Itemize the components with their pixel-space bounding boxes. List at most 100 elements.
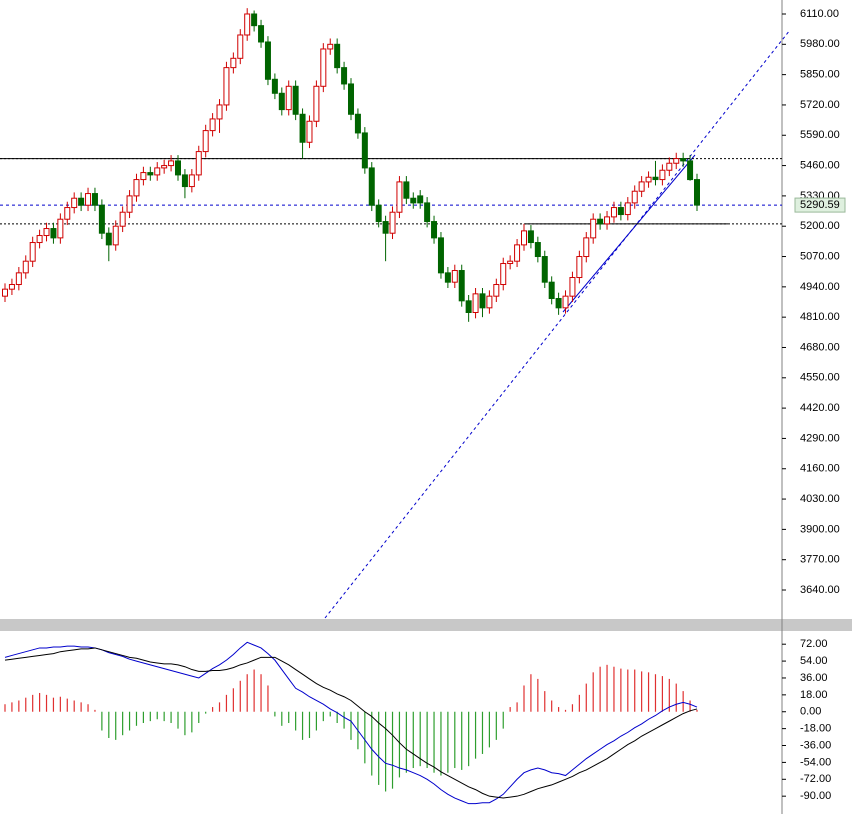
candle-body <box>389 211 396 234</box>
candle-body <box>327 43 334 50</box>
candle-body <box>341 67 348 85</box>
candle-body <box>8 284 15 290</box>
y-tick-label: 4810.00 <box>800 311 840 323</box>
y-tick-label: 54.00 <box>800 655 828 667</box>
candle-body <box>472 293 479 313</box>
candle-body <box>382 221 389 234</box>
candle-body <box>237 34 244 59</box>
candle-body <box>458 270 465 302</box>
candle-body <box>85 193 92 206</box>
candle-body <box>313 85 320 122</box>
candle-body <box>57 218 64 239</box>
candle-body <box>91 193 98 206</box>
candle-body <box>410 197 417 204</box>
y-tick-label: 3900.00 <box>800 523 840 535</box>
candle-body <box>43 228 50 237</box>
candle-body <box>534 242 541 258</box>
candle-body <box>354 113 361 134</box>
y-tick-label: 72.00 <box>800 638 828 650</box>
y-tick-label: -54.00 <box>800 756 831 768</box>
candle-body <box>258 25 265 43</box>
y-tick-label: -90.00 <box>800 790 831 802</box>
candle-body <box>521 230 527 246</box>
y-tick-label: 3640.00 <box>800 584 840 596</box>
y-tick-label: 36.00 <box>800 672 828 684</box>
candle-body <box>424 202 431 223</box>
candle-body <box>2 288 8 297</box>
y-tick-label: 5720.00 <box>800 99 840 111</box>
candle-body <box>652 176 659 181</box>
candle-body <box>50 228 57 239</box>
candle-body <box>306 120 313 143</box>
candle-body <box>188 174 195 188</box>
candle-body <box>15 272 22 286</box>
macd-panel: 72.00 54.00 36.00 18.00 0.00 -18.00 -36.00 -54.… <box>4 638 831 805</box>
candle-body <box>465 300 472 313</box>
candle-body <box>126 195 133 213</box>
candle-body <box>555 298 562 309</box>
candle-body <box>673 158 680 164</box>
candle-body <box>154 167 161 176</box>
candle-body <box>292 85 299 115</box>
candle-body <box>583 237 590 258</box>
candle-body <box>479 293 486 309</box>
candle-body <box>597 218 604 225</box>
candle-body <box>334 43 341 69</box>
candle-body <box>195 151 202 176</box>
candle-body <box>444 272 451 283</box>
candle-body <box>666 162 673 171</box>
candle-body <box>645 176 652 183</box>
candle-body <box>638 181 645 192</box>
candle-body <box>271 78 278 94</box>
y-tick-label: 4550.00 <box>800 372 840 384</box>
candle-body <box>348 83 354 115</box>
candle-body <box>98 204 105 234</box>
y-tick-label: 5200.00 <box>800 220 840 232</box>
candle-body <box>431 221 438 239</box>
candle-body <box>147 172 154 176</box>
candle-body <box>223 67 230 106</box>
candle-body <box>659 169 666 181</box>
candle-body <box>140 172 147 181</box>
candle-body <box>209 118 216 132</box>
y-tick-label: 3770.00 <box>800 554 840 566</box>
candle-body <box>527 230 534 244</box>
candle-body <box>624 202 631 216</box>
candle-body <box>562 295 569 309</box>
candle-body <box>493 284 500 297</box>
candle-body <box>417 195 424 204</box>
candle-body <box>403 181 410 199</box>
y-tick-label: 4420.00 <box>800 402 840 414</box>
candle-body <box>486 295 493 309</box>
candle-body <box>694 179 700 206</box>
candle-body <box>161 165 168 169</box>
candle-body <box>368 167 375 206</box>
candle-body <box>202 130 209 153</box>
candle-body <box>451 270 458 283</box>
y-tick-label: 5460.00 <box>800 159 840 171</box>
candle-body <box>230 57 237 69</box>
candle-body <box>437 237 444 274</box>
candle-body <box>36 235 43 244</box>
y-tick-label: -36.00 <box>800 739 831 751</box>
candle-body <box>680 158 687 162</box>
candle-body <box>119 211 126 227</box>
y-tick-label: -72.00 <box>800 773 831 785</box>
candle-body <box>264 41 271 80</box>
candle-body <box>168 160 175 167</box>
y-tick-label: -18.00 <box>800 723 831 735</box>
candle-body <box>500 263 507 286</box>
candle-body <box>610 207 617 218</box>
y-tick-label: 4940.00 <box>800 281 840 293</box>
panel-separator <box>0 619 852 631</box>
candle-body <box>133 179 140 197</box>
candle-body <box>216 104 223 120</box>
y-tick-label: 4290.00 <box>800 432 840 444</box>
y-tick-label: 4160.00 <box>800 463 840 475</box>
y-tick-label: 5070.00 <box>800 250 840 262</box>
candle-body <box>569 277 576 297</box>
last-price-label: 5290.59 <box>800 199 840 211</box>
candle-body <box>22 260 29 274</box>
y-tick-label: 5590.00 <box>800 129 840 141</box>
